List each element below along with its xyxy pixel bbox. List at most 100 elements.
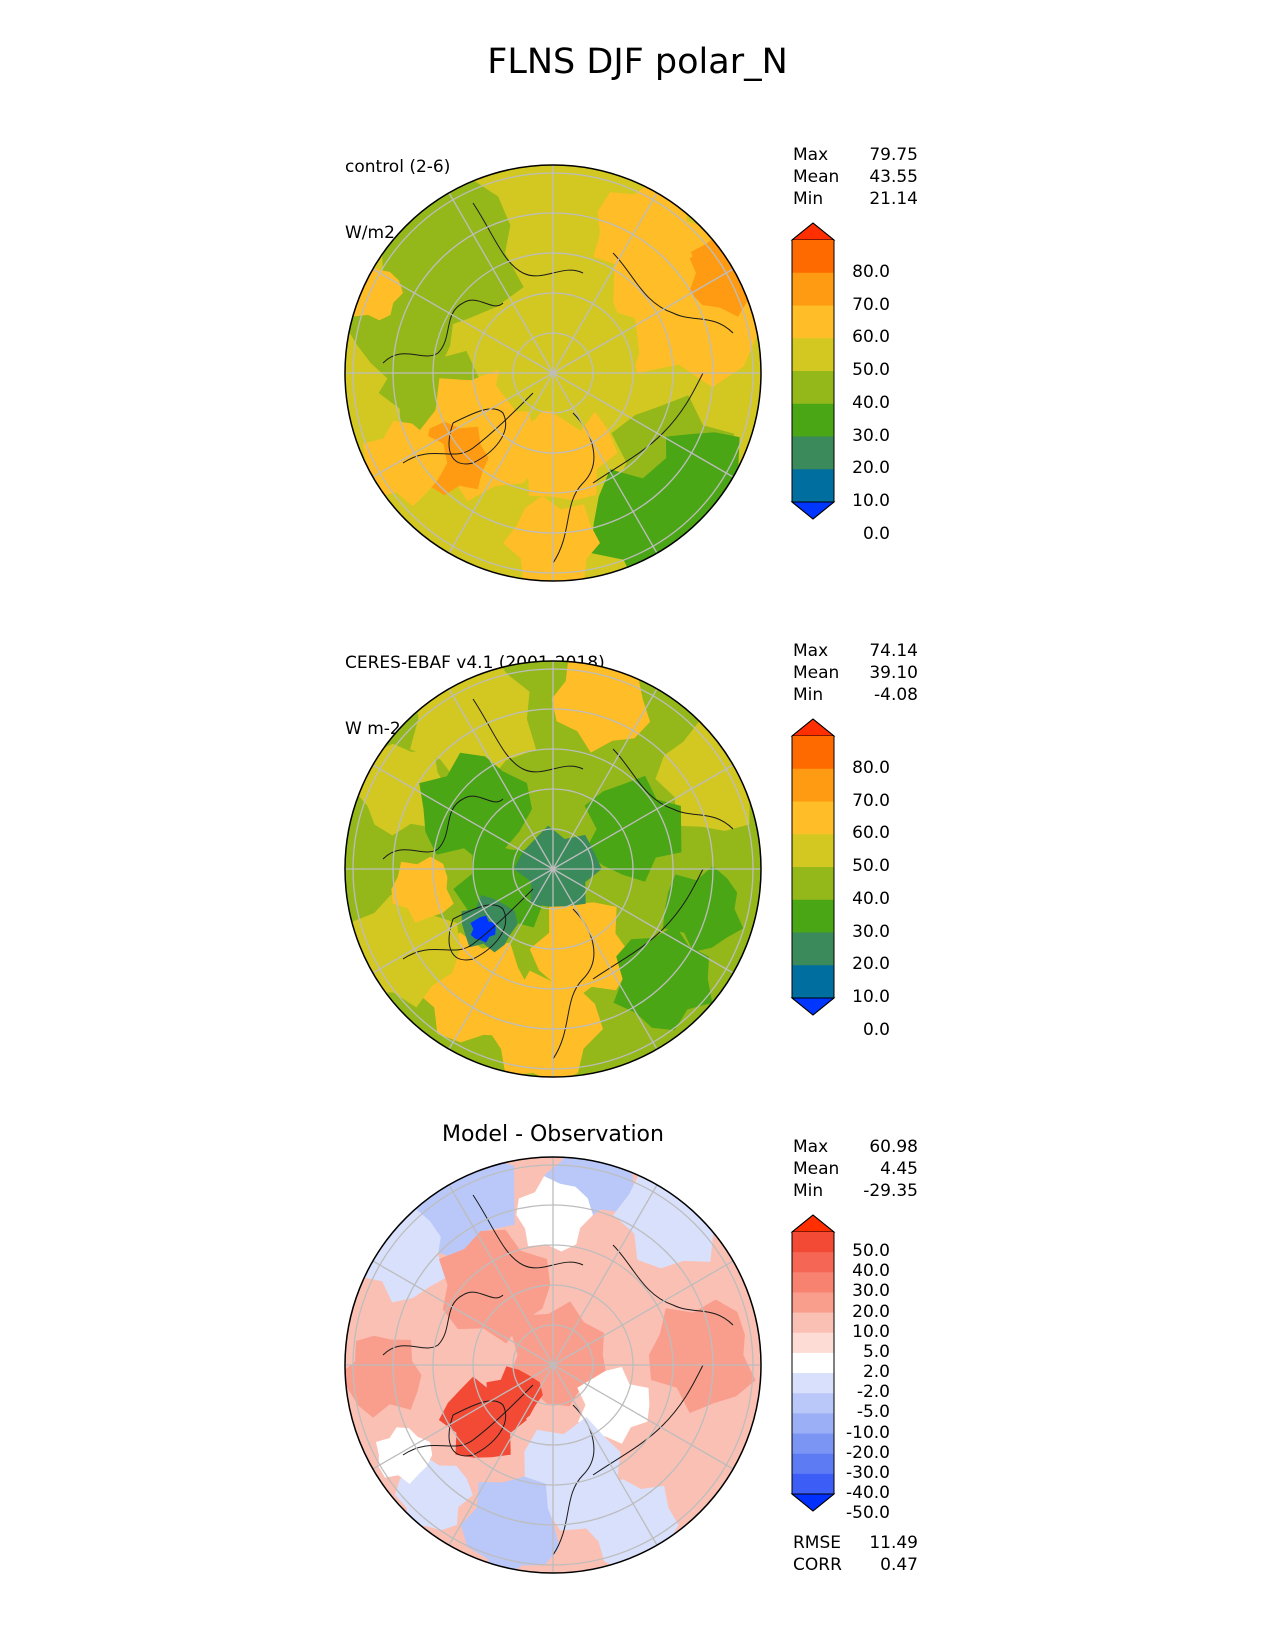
map-field-region xyxy=(376,1427,433,1484)
colorbar-segment xyxy=(792,1413,834,1435)
colorbar-segment xyxy=(792,1352,834,1374)
coastline xyxy=(612,1244,734,1326)
stat-row: Mean 39.10 xyxy=(793,662,918,684)
stat-label: Mean xyxy=(793,167,840,187)
stat-label: Max xyxy=(793,641,829,661)
longitude-gridline xyxy=(448,1184,554,1366)
panel-1-label-line2: W/m2 xyxy=(345,223,395,243)
stat-row: Min -29.35 xyxy=(793,1180,918,1202)
colorbar-segment xyxy=(792,1373,834,1394)
colorbar-segment xyxy=(792,1252,834,1273)
longitude-gridline xyxy=(552,1364,734,1470)
panel-1-colorbar xyxy=(790,222,836,520)
longitude-gridline xyxy=(552,764,734,870)
panel-3-polar-map xyxy=(344,1156,762,1574)
panel-3-extra-stats: RMSE 11.49 CORR 0.47 xyxy=(793,1532,918,1576)
colorbar-outline xyxy=(791,1214,835,1512)
stat-row: CORR 0.47 xyxy=(793,1554,918,1576)
map-field-region xyxy=(487,970,603,1077)
colorbar-segment xyxy=(792,965,834,999)
coastline xyxy=(448,408,507,465)
longitude-gridline xyxy=(552,1260,734,1366)
panel-1-label-line1: control (2-6) xyxy=(345,157,451,177)
map-field-region xyxy=(419,752,532,867)
colorbar-segment xyxy=(792,1433,834,1455)
colorbar-tick-label: 20.0 xyxy=(852,1301,890,1322)
panel-2-label-line2: W m-2 xyxy=(345,719,401,739)
map-field-region xyxy=(490,279,640,431)
stat-value: 11.49 xyxy=(869,1533,918,1553)
panel-3-title: Model - Observation xyxy=(442,1122,664,1147)
coastline xyxy=(448,1400,507,1457)
stat-row: Max 60.98 xyxy=(793,1136,918,1158)
colorbar-segment xyxy=(792,768,834,802)
longitude-gridline xyxy=(448,192,554,374)
coastline xyxy=(592,372,704,484)
longitude-gridline xyxy=(448,688,554,870)
colorbar-segment xyxy=(792,1232,834,1253)
stat-row: Max 74.14 xyxy=(793,640,918,662)
longitude-gridline xyxy=(552,868,734,974)
colorbar-tick-label: 10.0 xyxy=(852,1321,890,1342)
colorbar-tick-label: -40.0 xyxy=(846,1483,890,1503)
colorbar-tick-label: 20.0 xyxy=(852,458,890,479)
coastline xyxy=(382,1291,504,1356)
map-field-region xyxy=(510,399,618,501)
coastline xyxy=(612,748,734,830)
coastline xyxy=(592,1364,704,1476)
stat-label: Mean xyxy=(793,663,840,683)
longitude-gridline xyxy=(372,764,554,870)
colorbar-extend-min xyxy=(790,501,836,520)
colorbar-segment xyxy=(792,1272,834,1293)
colorbar-segment xyxy=(792,1473,834,1495)
longitude-gridline xyxy=(448,372,554,554)
map-field-region xyxy=(577,1366,650,1444)
map-field-region xyxy=(362,420,448,507)
panel-2-polar-map xyxy=(344,660,762,1078)
colorbar-segment xyxy=(792,1312,834,1334)
longitude-gridline xyxy=(552,1364,658,1546)
longitude-gridline xyxy=(552,192,658,374)
stat-value: -4.08 xyxy=(874,685,918,705)
map-field-region xyxy=(503,495,600,581)
colorbar-segment xyxy=(792,403,834,437)
stat-value: -29.35 xyxy=(863,1181,918,1201)
colorbar-tick-label: 50.0 xyxy=(852,856,890,876)
stat-row: Mean 4.45 xyxy=(793,1158,918,1180)
stat-value: 39.10 xyxy=(869,663,918,683)
colorbar-tick-label: 40.0 xyxy=(852,392,890,413)
panel-1-stats: Max 79.75 Mean 43.55 Min 21.14 xyxy=(793,144,918,210)
colorbar-segment xyxy=(792,371,834,405)
colorbar-extend-max xyxy=(790,718,836,737)
colorbar-tick-label: 30.0 xyxy=(852,921,890,942)
colorbar-extend-max xyxy=(790,1214,836,1233)
stat-row: Max 79.75 xyxy=(793,144,918,166)
colorbar-tick-label: 40.0 xyxy=(852,888,890,909)
colorbar-tick-label: 20.0 xyxy=(852,954,890,975)
longitude-gridline xyxy=(372,268,554,374)
map-field-region xyxy=(391,856,454,923)
stat-value: 79.75 xyxy=(869,145,918,165)
colorbar-extend-max xyxy=(790,222,836,241)
colorbar-outline xyxy=(791,222,835,520)
colorbar-segment xyxy=(792,305,834,339)
longitude-gridline xyxy=(372,1260,554,1366)
colorbar-segment xyxy=(792,834,834,868)
colorbar-tick-label: 80.0 xyxy=(852,261,890,282)
panel-2-colorbar xyxy=(790,718,836,1016)
colorbar-segment xyxy=(792,1393,834,1414)
map-border xyxy=(344,660,762,1078)
map-field-region xyxy=(516,1176,593,1252)
map-field-region xyxy=(662,866,744,952)
colorbar-tick-label: 70.0 xyxy=(852,294,890,315)
colorbar-tick-label: 60.0 xyxy=(852,327,890,348)
longitude-gridline xyxy=(552,372,658,554)
stat-label: CORR xyxy=(793,1555,842,1575)
longitude-gridline xyxy=(372,868,554,974)
map-field-region xyxy=(345,1335,422,1418)
panel-3-colorbar-labels: 50.0 40.0 30.0 20.0 10.0 5.0 2.0 -2.0 -5.0 -10.0-… xyxy=(840,1214,890,1523)
colorbar-segment xyxy=(792,1453,834,1475)
map-field-region xyxy=(584,775,682,882)
panel-2-stats: Max 74.14 Mean 39.10 Min -4.08 xyxy=(793,640,918,706)
colorbar-tick-label: 80.0 xyxy=(852,757,890,778)
